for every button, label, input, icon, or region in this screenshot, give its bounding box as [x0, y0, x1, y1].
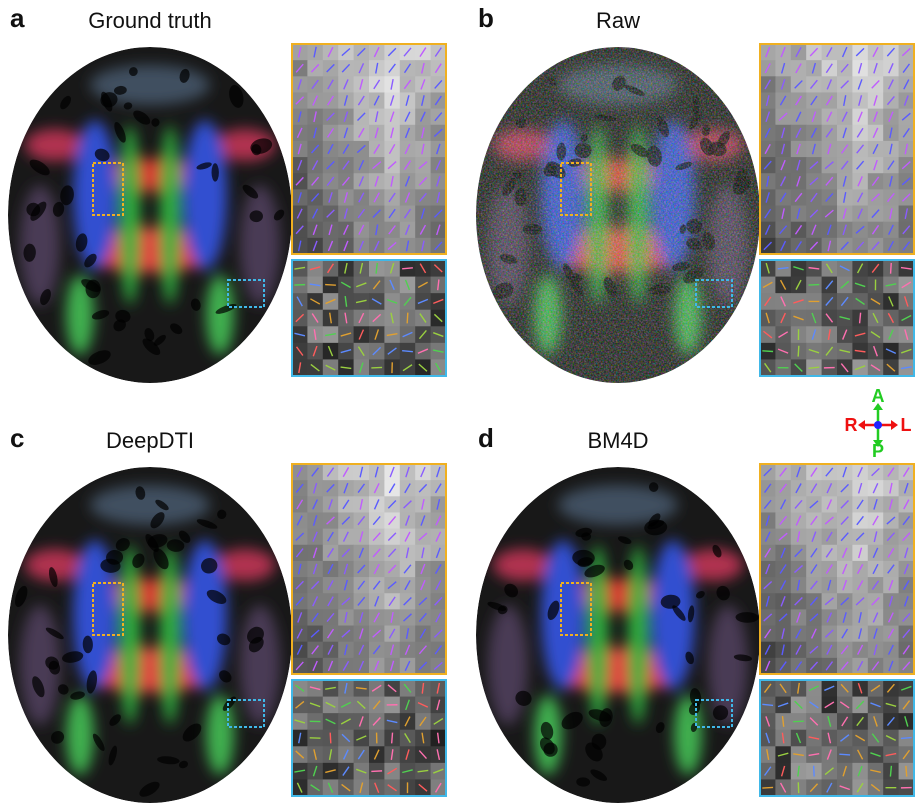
panel-letter: a — [10, 3, 25, 33]
fiber-glyph — [839, 754, 850, 755]
fiber-glyph — [762, 351, 773, 352]
fiber-glyph — [814, 766, 815, 777]
panel: d BM4D — [476, 423, 915, 803]
fiber-glyph — [860, 313, 861, 324]
tract — [708, 605, 748, 725]
fiber-glyph — [325, 285, 336, 286]
panel-letter: d — [478, 423, 494, 453]
noise — [476, 47, 760, 383]
tract — [488, 605, 528, 725]
fiber-glyph — [906, 766, 907, 777]
fiber-glyph — [901, 738, 912, 739]
panel: a Ground truth — [8, 3, 447, 383]
tract — [160, 125, 180, 305]
fiber-glyph — [762, 787, 773, 788]
tract — [493, 549, 553, 581]
panel: c DeepDTI — [8, 423, 447, 803]
tract — [25, 129, 85, 161]
fiber-glyph — [402, 351, 413, 352]
brain-image — [8, 47, 292, 383]
posterior-label: P — [872, 441, 884, 461]
fiber-glyph — [371, 771, 382, 772]
tract — [683, 549, 743, 581]
tract — [160, 545, 180, 725]
brain-image — [8, 467, 292, 803]
fiber-glyph — [798, 346, 799, 357]
figure: A P R L a Ground truth b Raw c DeepDTI d BM4D — [0, 0, 918, 804]
tract — [66, 695, 94, 775]
tract — [206, 275, 234, 355]
tract — [215, 549, 275, 581]
panel-title: Raw — [596, 8, 640, 33]
anterior-label: A — [872, 386, 885, 406]
brain-image — [476, 47, 760, 383]
panel-letter: c — [10, 423, 24, 453]
fiber-glyph — [402, 268, 413, 269]
tract — [183, 120, 227, 270]
tract — [558, 485, 678, 525]
left-label: L — [901, 415, 912, 435]
panel: b Raw — [476, 3, 915, 383]
fiber-glyph — [330, 733, 331, 744]
panel-title: Ground truth — [88, 8, 212, 33]
panel-title: DeepDTI — [106, 428, 194, 453]
tract — [240, 605, 280, 725]
tract — [240, 185, 280, 305]
tract — [90, 485, 210, 525]
fiber-glyph — [407, 313, 408, 324]
panel-letter: b — [478, 3, 494, 33]
right-label: R — [845, 415, 858, 435]
fiber-glyph — [809, 285, 820, 286]
tract — [628, 545, 648, 725]
orientation-legend: A P R L — [845, 386, 912, 461]
panel-title: BM4D — [587, 428, 648, 453]
fiber-glyph — [891, 263, 892, 274]
brain-image — [476, 467, 760, 803]
fiber-glyph — [392, 733, 393, 744]
